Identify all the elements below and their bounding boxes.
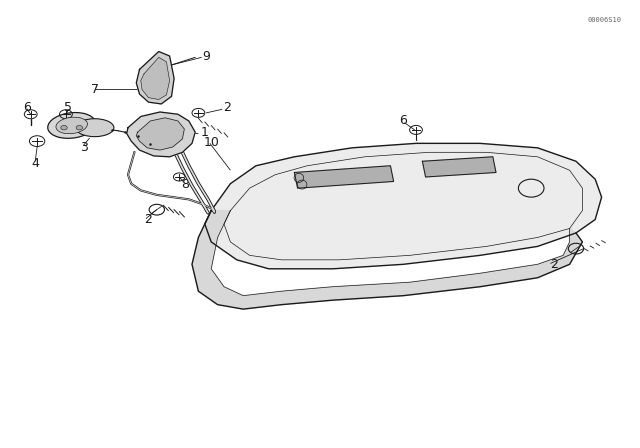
Text: 5: 5 bbox=[65, 101, 72, 114]
Circle shape bbox=[76, 125, 83, 130]
Ellipse shape bbox=[48, 112, 95, 138]
Text: 6: 6 bbox=[399, 114, 407, 128]
Text: 7: 7 bbox=[91, 83, 99, 96]
Ellipse shape bbox=[76, 119, 114, 137]
Polygon shape bbox=[136, 52, 174, 104]
Text: 8: 8 bbox=[182, 178, 189, 191]
Polygon shape bbox=[136, 118, 184, 150]
Text: 6: 6 bbox=[23, 101, 31, 114]
Polygon shape bbox=[205, 143, 602, 269]
Text: 3: 3 bbox=[81, 141, 88, 155]
Polygon shape bbox=[127, 112, 195, 157]
Polygon shape bbox=[141, 57, 170, 99]
Text: 4: 4 bbox=[31, 157, 39, 170]
Circle shape bbox=[61, 125, 67, 130]
Text: 1: 1 bbox=[201, 125, 209, 139]
Polygon shape bbox=[192, 211, 582, 309]
Text: 2: 2 bbox=[223, 101, 231, 114]
Text: 2: 2 bbox=[145, 213, 152, 226]
Polygon shape bbox=[422, 157, 496, 177]
Text: 00006S10: 00006S10 bbox=[588, 17, 622, 23]
Text: 10: 10 bbox=[204, 136, 219, 149]
Text: 9: 9 bbox=[202, 49, 210, 63]
Polygon shape bbox=[294, 166, 394, 188]
Ellipse shape bbox=[56, 117, 88, 134]
Text: 2: 2 bbox=[550, 258, 557, 271]
